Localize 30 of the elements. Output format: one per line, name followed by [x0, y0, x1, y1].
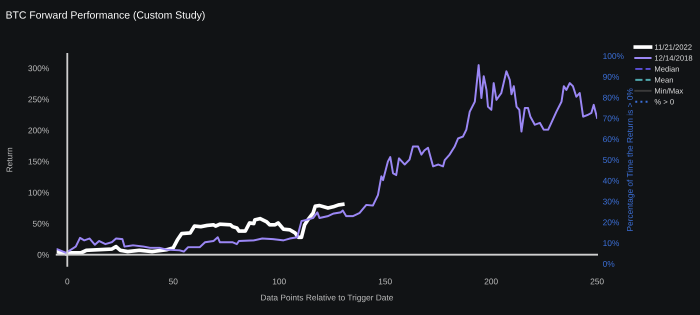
y-tick-label: 50%: [32, 220, 49, 227]
y2-tick-label: 80%: [603, 94, 620, 101]
y2-tick-label: 40%: [602, 178, 620, 184]
y-tick-label: 200%: [28, 128, 49, 134]
x-tick-label: 250: [590, 278, 604, 284]
y-tick-label: 0%: [38, 252, 49, 258]
y-tick-label: 100%: [28, 190, 49, 196]
y2-tick-label: 100%: [603, 53, 624, 60]
line-series: [56, 64, 598, 254]
y-tick-label: 300%: [28, 65, 49, 72]
x-tick-label: 0: [65, 278, 70, 284]
x-tick-label: 50: [168, 278, 178, 284]
chart-title: BTC Forward Performance (Custom Study): [6, 11, 205, 21]
x-axis-title: Data Points Relative to Trigger Date: [261, 294, 393, 302]
y2-tick-label: 60%: [603, 136, 620, 142]
y-tick-label: 250%: [28, 96, 49, 102]
y-tick-label: 150%: [28, 158, 49, 165]
y2-axis-title: Percentage of Time the Return is > 0%: [626, 88, 635, 231]
y2-tick-label: 90%: [603, 74, 620, 80]
y2-tick-label: 0%: [602, 260, 614, 267]
x-tick-label: 150: [378, 278, 392, 284]
y2-tick-label: 70%: [603, 115, 620, 122]
x-tick-label: 100: [272, 278, 286, 284]
y2-tick-label: 30%: [602, 198, 620, 205]
y2-tick-label: 20%: [603, 219, 620, 226]
y-axis-title: Return: [6, 148, 12, 172]
y2-tick-label: 10%: [603, 240, 620, 246]
y2-tick-label: 50%: [602, 157, 620, 163]
x-tick-label: 200: [484, 278, 498, 284]
line-series: [56, 202, 345, 256]
